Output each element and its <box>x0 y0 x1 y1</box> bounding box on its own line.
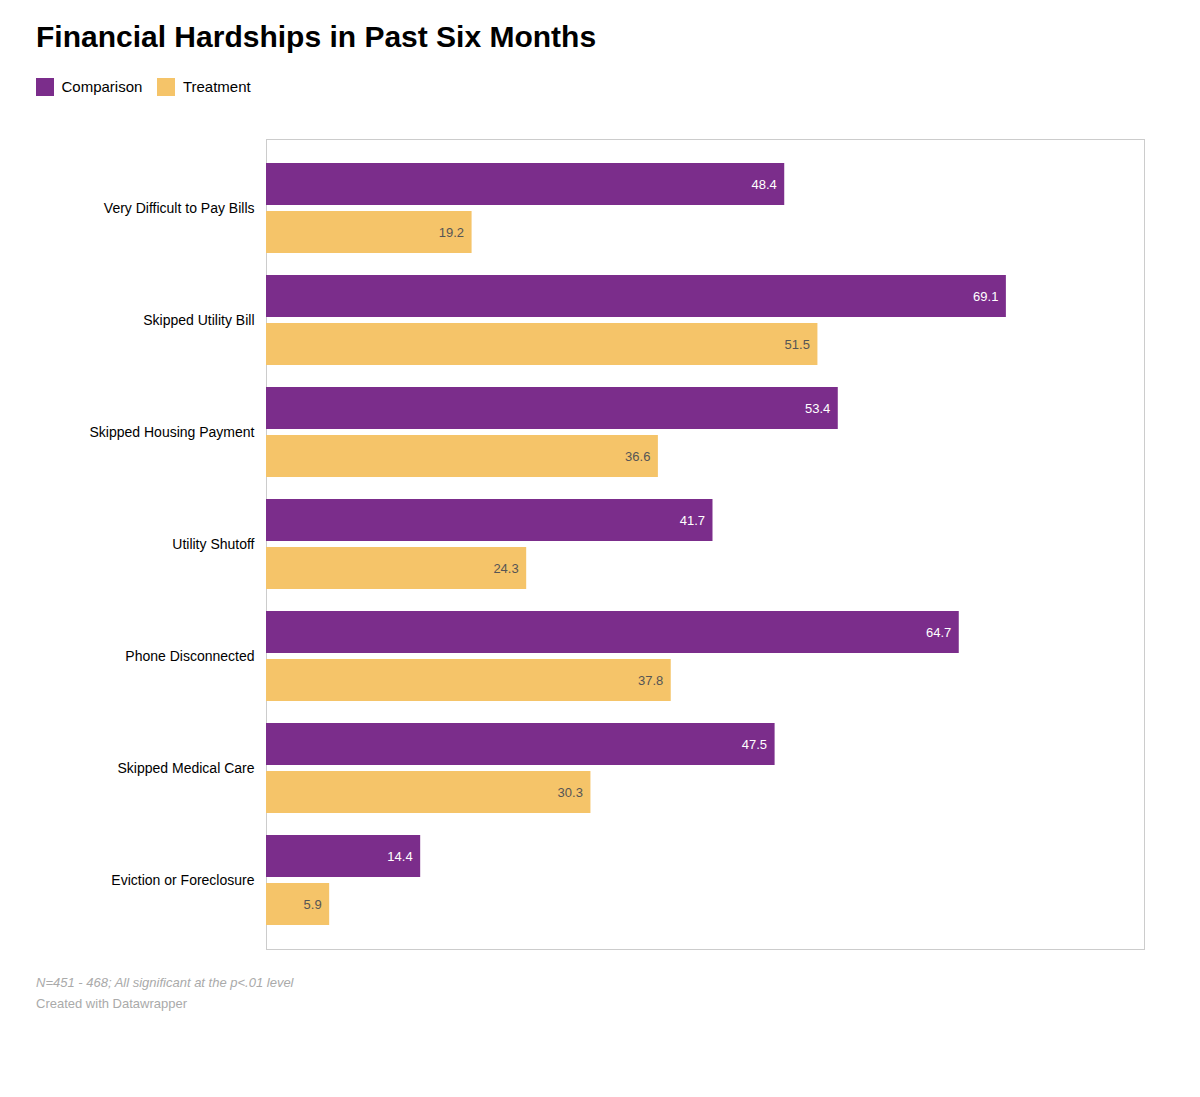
html-text:Financial Hardships in Past Si: Financial Hardships in Past Six Months <box>36 20 597 53</box>
svg-text:37.8: 37.8 <box>638 672 663 687</box>
svg-text:Skipped Housing Payment: Skipped Housing Payment <box>90 423 255 439</box>
html-text:Comparison: Comparison <box>61 78 143 95</box>
svg-text:36.6: 36.6 <box>625 448 650 463</box>
svg-text:14.4: 14.4 <box>387 848 412 863</box>
svg-text:41.7: 41.7 <box>680 512 705 527</box>
html-text:Created with Datawrapper: Created with Datawrapper <box>36 995 187 1011</box>
svg-text:24.3: 24.3 <box>493 560 518 575</box>
svg-text:69.1: 69.1 <box>973 288 998 303</box>
svg-text:51.5: 51.5 <box>785 336 810 351</box>
svg-text:Very Difficult to Pay Bills: Very Difficult to Pay Bills <box>104 199 255 215</box>
html-text:N=451 - 468; All significant a: N=451 - 468; All significant at the p<.0… <box>36 974 294 990</box>
svg-text:Skipped Utility Bill: Skipped Utility Bill <box>143 311 254 327</box>
svg-text:19.2: 19.2 <box>439 224 464 239</box>
svg-text:Utility Shutoff: Utility Shutoff <box>172 535 254 551</box>
html-text:Treatment: Treatment <box>182 78 251 95</box>
svg-text:53.4: 53.4 <box>805 400 830 415</box>
svg-text:64.7: 64.7 <box>926 624 951 639</box>
svg-text:48.4: 48.4 <box>751 176 776 191</box>
svg-text:47.5: 47.5 <box>742 736 767 751</box>
svg-text:Phone Disconnected: Phone Disconnected <box>125 647 254 663</box>
svg-text:30.3: 30.3 <box>558 784 583 799</box>
svg-text:Skipped Medical Care: Skipped Medical Care <box>118 759 255 775</box>
svg-text:Eviction or Foreclosure: Eviction or Foreclosure <box>111 871 254 887</box>
svg-text:5.9: 5.9 <box>304 896 322 911</box>
